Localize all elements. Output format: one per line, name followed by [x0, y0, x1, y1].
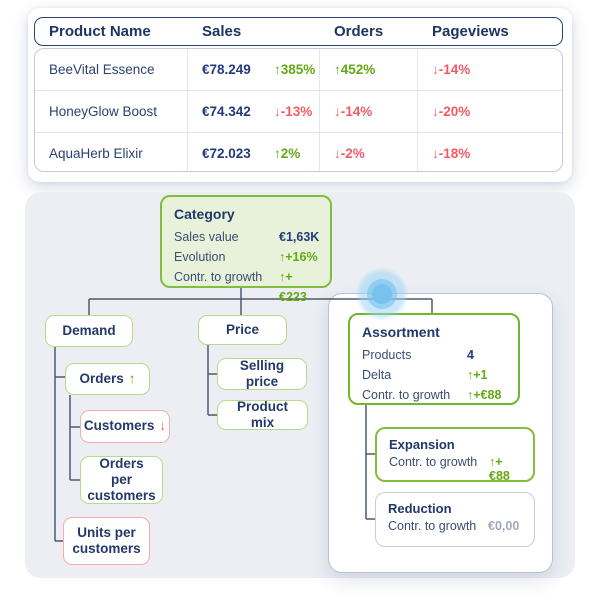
pageviews-cell: ↓-14% [417, 61, 562, 79]
product-name-cell: BeeVital Essence [49, 62, 155, 77]
reduction-row: Contr. to growth €0,00 [388, 519, 522, 533]
column-header-orders: Orders [334, 23, 384, 40]
assortment-row: Delta ↑+1 [362, 365, 506, 385]
node-label: Price [225, 321, 260, 337]
category-title: Category [174, 206, 235, 222]
column-divider [319, 49, 320, 171]
table-header-row: Product Name Sales Orders Pageviews [34, 17, 563, 46]
column-divider [417, 49, 418, 171]
metric-value: €1,63K [279, 230, 320, 244]
metric-value: ↑+1 [467, 368, 488, 382]
orders-change-badge: ↓-2% [334, 145, 365, 161]
highlight-glow-icon [354, 266, 410, 322]
orders-change-badge: ↓-14% [334, 103, 373, 119]
metric-label: Contr. to growth [389, 455, 478, 469]
sales-cell: €72.023 ↑2% [187, 146, 319, 161]
assortment-row: Contr. to growth ↑+€88 [362, 385, 506, 405]
tree-node-customers[interactable]: Customers ↓ [80, 410, 170, 443]
metric-label: Contr. to growth [362, 388, 451, 402]
metric-value: €0,00 [488, 519, 520, 533]
tree-node-price[interactable]: Price [198, 315, 287, 345]
node-label: Demand [62, 322, 116, 338]
product-name-cell: HoneyGlow Boost [49, 104, 158, 119]
tree-node-category[interactable]: Category Sales value €1,63K Evolution ↑+… [160, 195, 332, 304]
sales-cell: €78.249 ↑385% [187, 62, 319, 77]
metric-label: Contr. to growth [174, 270, 263, 284]
product-kpi-table-card: Product Name Sales Orders Pageviews BeeV… [28, 8, 572, 182]
expansion-row: Contr. to growth ↑+€88 [389, 455, 521, 483]
tree-node-orders[interactable]: Orders ↑ [65, 363, 150, 395]
pageviews-cell: ↓-18% [417, 145, 562, 163]
expansion-title: Expansion [389, 437, 455, 452]
tree-node-units-per-customers[interactable]: Units per customers [63, 517, 150, 565]
orders-cell: ↑452% [319, 61, 417, 79]
node-label: Customers [83, 418, 155, 434]
orders-cell: ↓-14% [319, 103, 417, 121]
metric-label: Products [362, 348, 412, 362]
tree-node-product-mix[interactable]: Product mix [217, 398, 308, 430]
metric-value: ↑+€88 [489, 455, 510, 483]
metric-label: Delta [362, 368, 392, 382]
product-name-cell: AquaHerb Elixir [49, 146, 143, 161]
tree-node-expansion[interactable]: Expansion Contr. to growth ↑+€88 [375, 427, 535, 483]
sales-change-badge: ↑385% [274, 62, 316, 77]
node-label: Orders [79, 370, 124, 386]
sales-cell: €74.342 ↓-13% [187, 104, 319, 119]
category-row: Sales value €1,63K [174, 227, 320, 247]
metric-label: Sales value [174, 230, 239, 244]
sales-value: €74.342 [202, 104, 251, 119]
pageviews-change-badge: ↓-14% [432, 61, 471, 77]
pageviews-change-badge: ↓-20% [432, 103, 471, 119]
sales-change-badge: ↓-13% [274, 104, 313, 119]
orders-cell: ↓-2% [319, 145, 417, 163]
table-row: HoneyGlow Boost €74.342 ↓-13% ↓-14% ↓-20… [35, 90, 562, 132]
column-header-product-name: Product Name [49, 23, 151, 40]
sales-value: €78.249 [202, 62, 251, 77]
node-label: Orders per customers [87, 455, 156, 504]
node-label: Selling price [239, 357, 285, 389]
orders-change-badge: ↑452% [334, 61, 376, 77]
metric-value: ↑+€223 [279, 270, 307, 304]
node-label: Product mix [236, 398, 288, 430]
tree-node-assortment[interactable]: Assortment Products 4 Delta ↑+1 Contr. t… [348, 313, 520, 405]
metric-value: 4 [467, 348, 474, 362]
tree-node-demand[interactable]: Demand [45, 315, 133, 347]
sales-change-badge: ↑2% [274, 146, 301, 161]
column-header-pageviews: Pageviews [432, 23, 509, 40]
metric-label: Contr. to growth [388, 519, 477, 533]
table-row: BeeVital Essence €78.249 ↑385% ↑452% ↓-1… [35, 49, 562, 90]
category-row: Contr. to growth ↑+€223 [174, 267, 318, 307]
pageviews-change-badge: ↓-18% [432, 145, 471, 161]
metric-value: ↑+16% [279, 250, 318, 264]
sales-value: €72.023 [202, 146, 251, 161]
metric-label: Evolution [174, 250, 226, 264]
category-row: Evolution ↑+16% [174, 247, 318, 267]
metric-value: ↑+€88 [467, 388, 502, 402]
reduction-title: Reduction [388, 501, 452, 516]
column-header-sales: Sales [202, 23, 242, 40]
trend-down-icon: ↓ [159, 418, 167, 434]
assortment-row: Products 4 [362, 345, 506, 365]
trend-up-icon: ↑ [128, 370, 136, 386]
column-divider [187, 49, 188, 171]
pageviews-cell: ↓-20% [417, 103, 562, 121]
node-label: Units per customers [72, 524, 141, 556]
tree-node-selling-price[interactable]: Selling price [217, 358, 307, 390]
table-row: AquaHerb Elixir €72.023 ↑2% ↓-2% ↓-18% [35, 132, 562, 171]
tree-node-reduction[interactable]: Reduction Contr. to growth €0,00 [375, 492, 535, 547]
tree-node-orders-per-customers[interactable]: Orders per customers [80, 456, 163, 504]
table-body: BeeVital Essence €78.249 ↑385% ↑452% ↓-1… [34, 48, 563, 172]
assortment-title: Assortment [362, 324, 440, 340]
